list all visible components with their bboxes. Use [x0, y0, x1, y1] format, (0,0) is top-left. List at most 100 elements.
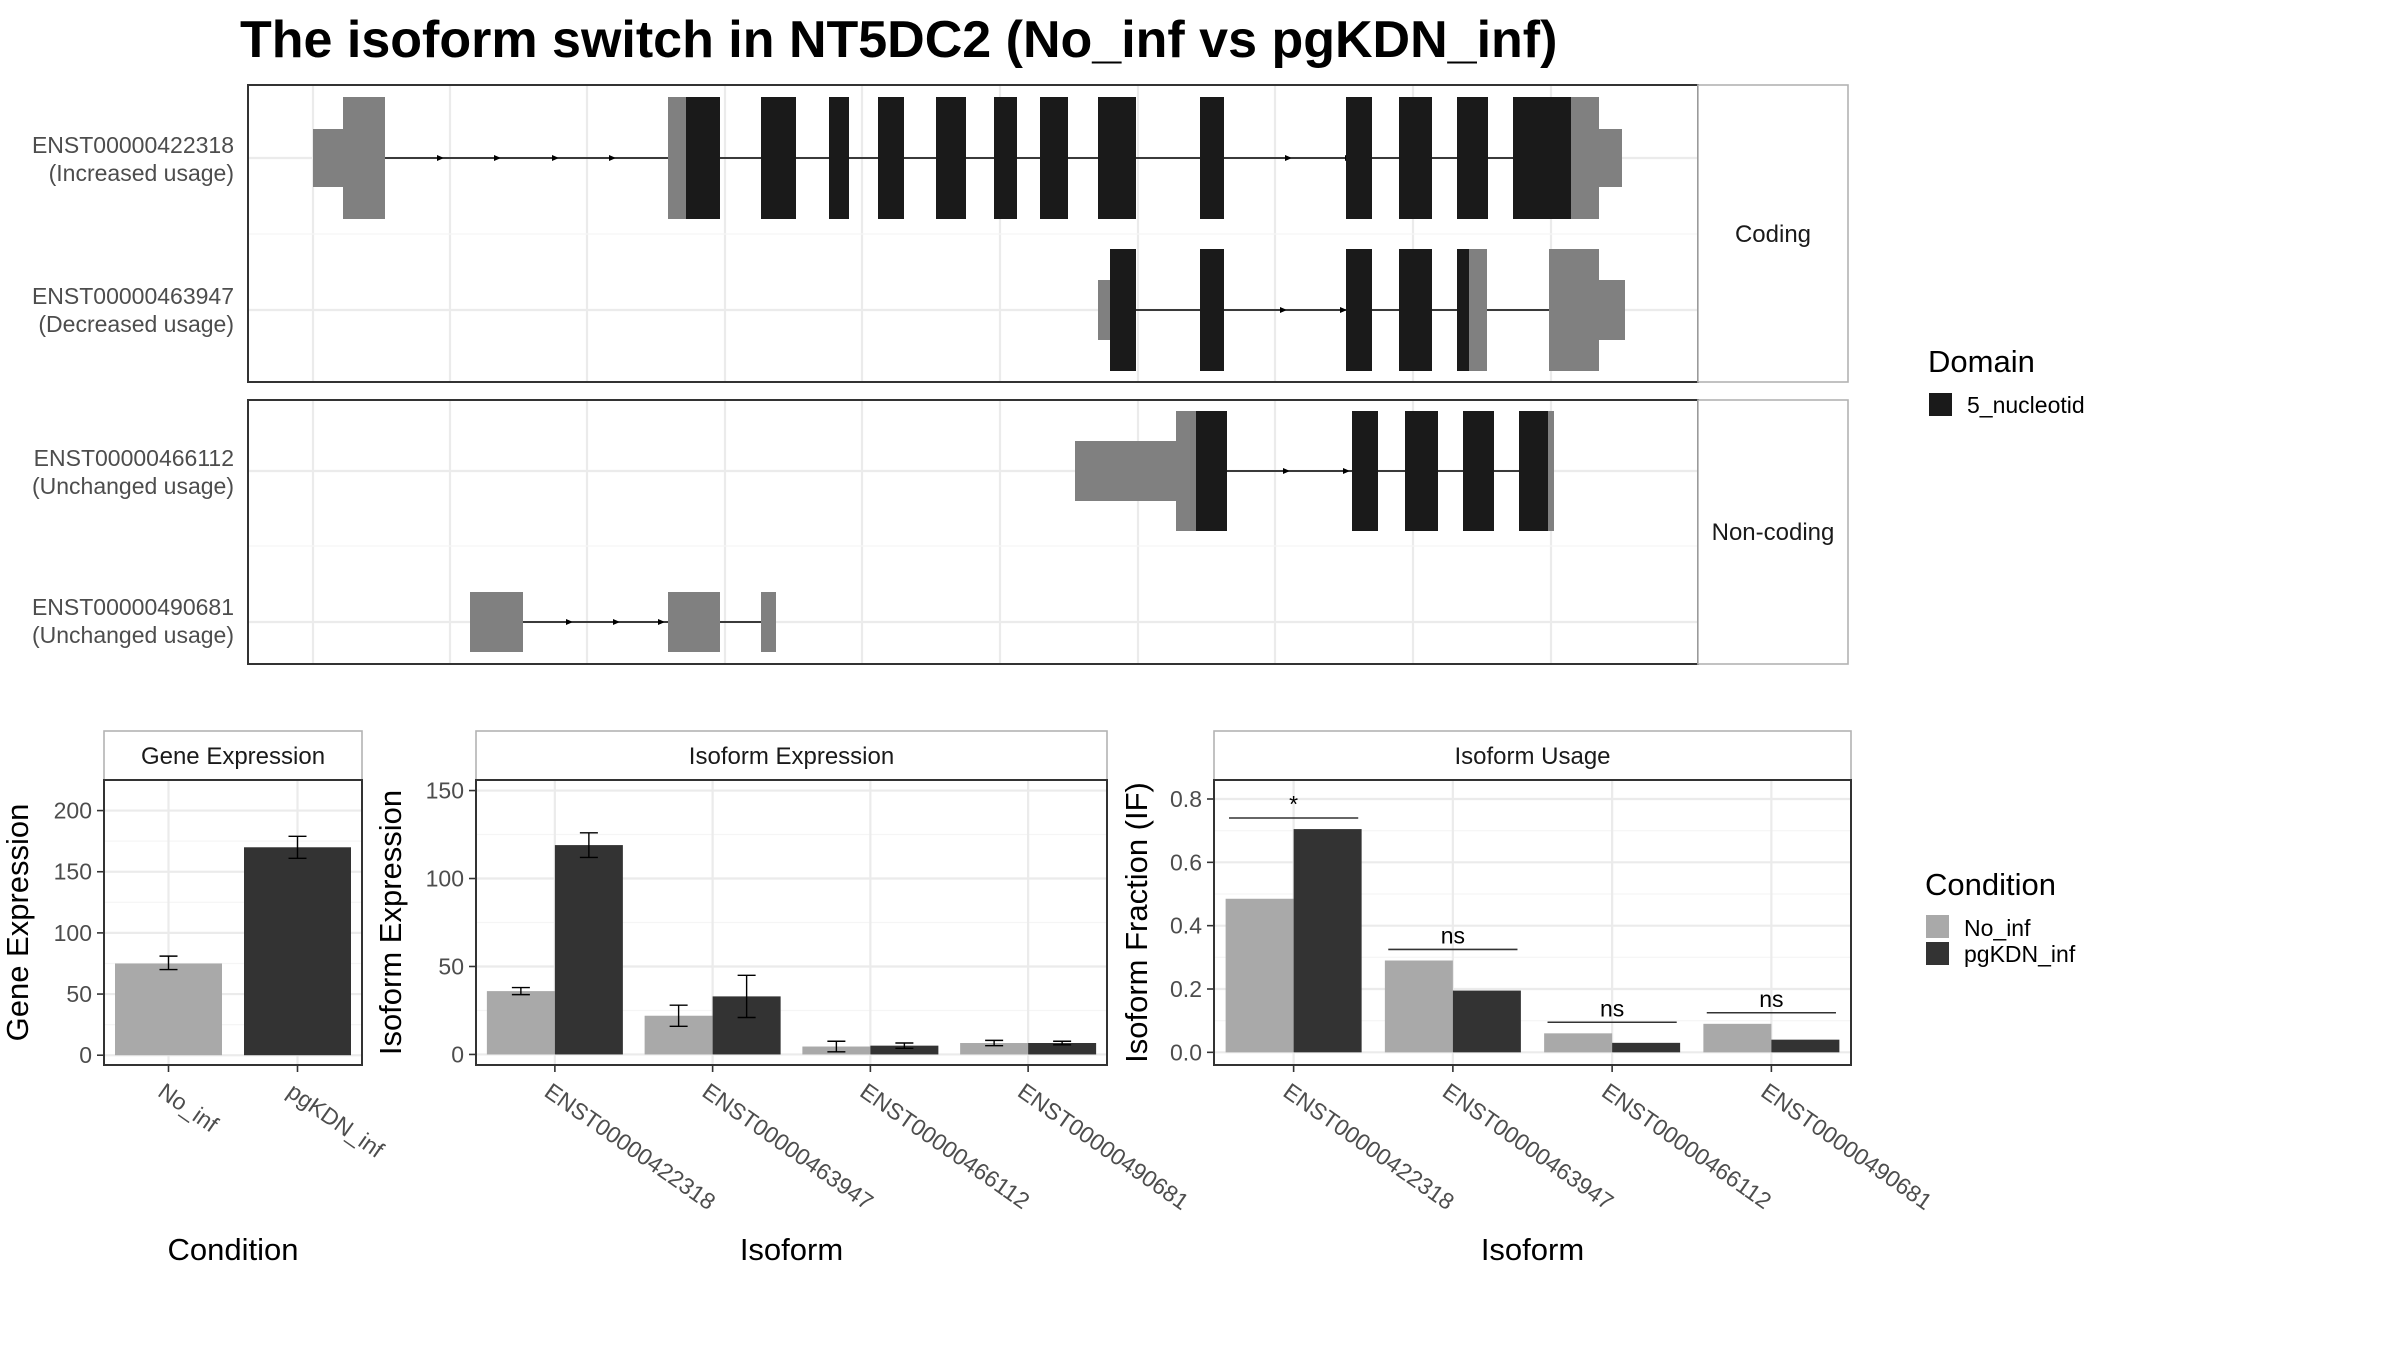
y-tick-label: 100 [54, 920, 92, 946]
bar-No_inf-ENST00000463947 [1384, 960, 1453, 1053]
x-tick-label: ENST00000463947 [1438, 1078, 1618, 1215]
utr-exon [1597, 280, 1625, 340]
transcript-id-label: ENST00000422318 [32, 132, 234, 158]
cds-exon [1040, 97, 1068, 219]
bar-panel-2: Isoform Usage 0.0 0.2 0.4 0.6 0.8 * ns ns ns ENST0… [1119, 730, 1937, 1267]
error-bar [159, 955, 178, 971]
x-tick-label: ENST00000422318 [540, 1078, 720, 1215]
coding-strip [1697, 84, 1849, 383]
domain-legend-label: 5_nucleotid [1967, 392, 2085, 418]
utr-exon [668, 592, 720, 652]
transcript-id-label: ENST00000490681 [32, 594, 234, 620]
bar-pgKDN_inf-ENST00000466112 [870, 1045, 939, 1055]
bar-panel-0: Gene Expression 0 50 100 150 200 No_inf pgKDN_i… [0, 730, 390, 1267]
error-bar [669, 1004, 688, 1027]
panel-strip-title: Isoform Expression [689, 743, 894, 770]
error-bar [827, 1040, 846, 1053]
cds-exon [1346, 97, 1372, 219]
significance-label: ns [1600, 995, 1624, 1021]
cds-exon [936, 97, 966, 219]
intron-arrows [1280, 307, 1347, 313]
figure-title: The isoform switch in NT5DC2 (No_inf vs … [240, 11, 1557, 69]
bar-panel-1: Isoform Expression 0 50 100 150 ENST000004223… [373, 730, 1194, 1267]
condition-legend-label: No_inf [1964, 915, 2031, 941]
y-tick-label: 50 [438, 953, 464, 979]
utr-exon [470, 592, 523, 652]
error-bar [511, 986, 530, 996]
utr-exon [1176, 411, 1198, 531]
coding-panel: Coding [247, 84, 1849, 383]
domain-legend: Domain 5_nucleotid [1928, 344, 2085, 418]
cds-exon [1196, 411, 1227, 531]
transcript-id-label: ENST00000463947 [32, 283, 234, 309]
y-axis-title: Gene Expression [0, 804, 35, 1042]
facet-label-noncoding: Non-coding [1712, 519, 1835, 546]
significance-label: ns [1441, 922, 1465, 948]
domain-legend-key [1929, 393, 1952, 416]
panel-border [1213, 779, 1852, 1066]
bar-panels: Gene Expression 0 50 100 150 200 No_inf pgKDN_i… [0, 730, 1937, 1267]
condition-legend-key-pgkdn-inf [1926, 942, 1949, 965]
significance-label: ns [1759, 986, 1783, 1012]
utr-exon [1571, 97, 1599, 219]
bar-pgKDN_inf [244, 847, 351, 1056]
condition-legend-key-no-inf [1926, 915, 1949, 938]
transcript-labels: ENST00000422318 (Increased usage) ENST00… [32, 132, 234, 648]
cds-exon [1463, 411, 1494, 531]
utr-exon [668, 97, 688, 219]
noncoding-strip [1697, 399, 1849, 665]
utr-exon [1098, 280, 1112, 340]
y-tick-label: 0.6 [1170, 849, 1202, 875]
panel-strip-title: Gene Expression [141, 743, 325, 770]
cds-exon [1346, 249, 1372, 371]
y-axis-title: Isoform Expression [373, 790, 408, 1055]
transcript-track-ENST00000463947 [1098, 249, 1625, 371]
panel-border [475, 779, 1108, 1066]
cds-exon [1110, 249, 1136, 371]
cds-exon [1405, 411, 1438, 531]
bar-No_inf-ENST00000422318 [1225, 898, 1294, 1053]
error-bar [737, 974, 756, 1019]
bar-pgKDN_inf-ENST00000422318 [1293, 829, 1362, 1053]
utr-exon [1549, 249, 1599, 371]
error-bar [579, 832, 598, 859]
x-tick-label: ENST00000466112 [1597, 1078, 1776, 1214]
x-axis-title: Isoform [1481, 1232, 1584, 1267]
transcript-track-ENST00000466112 [1075, 411, 1554, 531]
bar-No_inf [115, 963, 222, 1056]
error-bar [288, 835, 307, 859]
panel-strip-title: Isoform Usage [1454, 743, 1610, 770]
x-axis-title: Condition [168, 1232, 299, 1267]
condition-legend-label: pgKDN_inf [1964, 941, 2076, 967]
y-tick-label: 100 [426, 866, 464, 892]
utr-exon [1075, 441, 1180, 501]
cds-exon [994, 97, 1017, 219]
panel-border [103, 779, 363, 1066]
domain-legend-title: Domain [1928, 344, 2035, 379]
x-axis-title: Isoform [740, 1232, 843, 1267]
error-bar [1053, 1040, 1072, 1046]
transcript-usage-label: (Unchanged usage) [32, 473, 234, 499]
cds-exon [1098, 97, 1136, 219]
bar-pgKDN_inf-ENST00000422318 [554, 845, 623, 1055]
cds-exon [878, 97, 904, 219]
utr-exon [761, 592, 776, 652]
bar-pgKDN_inf-ENST00000466112 [1612, 1042, 1681, 1053]
significance-label: * [1289, 791, 1298, 817]
panel-strip [475, 730, 1108, 781]
cds-exon [1200, 97, 1224, 219]
y-tick-label: 0.0 [1170, 1039, 1202, 1065]
cds-exon [1352, 411, 1378, 531]
bar-No_inf-ENST00000490681 [960, 1043, 1029, 1055]
bar-No_inf-ENST00000466112 [1544, 1033, 1613, 1053]
x-tick-label: ENST00000490681 [1013, 1078, 1193, 1215]
y-tick-label: 0.2 [1170, 976, 1202, 1002]
transcript-id-label: ENST00000466112 [34, 445, 234, 471]
y-tick-label: 150 [54, 859, 92, 885]
facet-label-coding: Coding [1735, 221, 1811, 248]
noncoding-panel: Non-coding [247, 399, 1849, 665]
utr-exon [1548, 411, 1554, 531]
x-tick-label: pgKDN_inf [283, 1078, 390, 1163]
utr-exon [1469, 249, 1487, 371]
error-bar [895, 1042, 914, 1049]
